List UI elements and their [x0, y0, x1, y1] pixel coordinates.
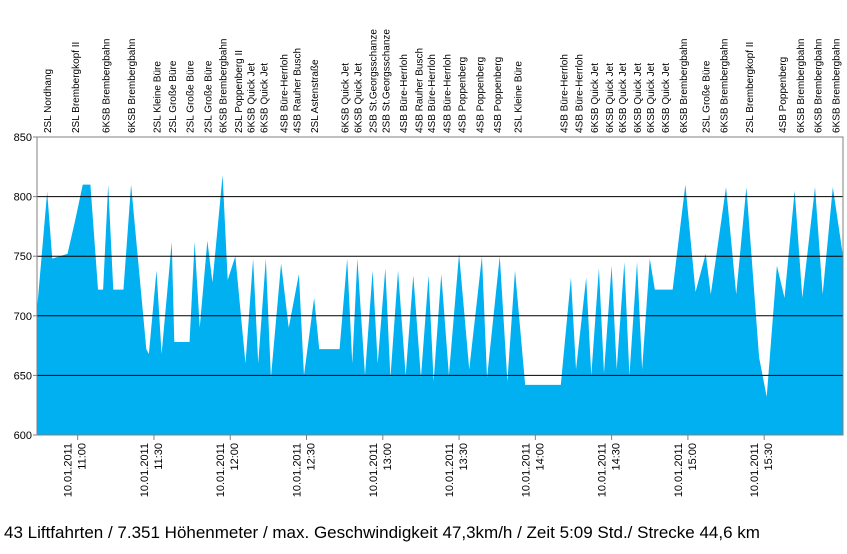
x-tick-label: 11:00: [77, 443, 89, 470]
x-tick-label: 10.01.2011: [673, 443, 685, 497]
lift-label: 4SB Büre-Herrloh: [442, 54, 453, 133]
lift-label: 6KSB Brembergbahn: [814, 38, 825, 133]
caption: 43 Liftfahrten / 7.351 Höhenmeter / max.…: [4, 523, 760, 542]
x-tick-label: 12:30: [306, 443, 318, 471]
lift-label: 2SL Große Büre: [168, 60, 179, 133]
lift-label: 6KSB Quick Jet: [646, 63, 657, 133]
lift-label: 2SL Astenstraße: [310, 59, 321, 133]
x-tick-label: 10.01.2011: [444, 443, 456, 497]
lift-label: 6KSB Brembergbahn: [127, 38, 138, 133]
y-tick-label: 700: [14, 311, 32, 323]
x-tick-label: 15:30: [763, 443, 775, 471]
x-tick-label: 10.01.2011: [292, 443, 304, 497]
y-tick-label: 750: [14, 251, 32, 263]
lift-label: 4SB Büre-Herrloh: [399, 54, 410, 133]
lift-label: 2SL Brembergkopf II: [71, 42, 82, 133]
lift-label: 4SB Büre-Herrloh: [427, 54, 438, 133]
x-tick-label: 14:00: [534, 443, 546, 471]
lift-label: 2SL Kleine Büre: [514, 61, 525, 133]
y-tick-label: 850: [14, 132, 32, 144]
lift-label: 2SB St.Georgsschanze: [369, 29, 380, 133]
lift-label: 6KSB Quick Jet: [353, 63, 364, 133]
lift-label: 4SB Büre-Herrloh: [575, 54, 586, 133]
lift-label: 6KSB Quick Jet: [661, 63, 672, 133]
lift-label: 6KSB Quick Jet: [341, 63, 352, 133]
lift-label: 6KSB Quick Jet: [605, 63, 616, 133]
lift-label: 2SL Große Büre: [186, 60, 197, 133]
area: [37, 175, 843, 436]
lift-label: 6KSB Brembergbahn: [219, 38, 230, 133]
x-tick-label: 15:00: [687, 443, 699, 471]
x-tick-label: 10.01.2011: [520, 443, 532, 497]
lift-label: 4SB Rauher Busch: [414, 48, 425, 133]
lift-label: 6KSB Brembergbahn: [679, 38, 690, 133]
lift-label: 4SB Poppenberg: [778, 57, 789, 133]
y-tick-label: 800: [14, 192, 32, 204]
lift-label: 4SB Büre-Herrloh: [280, 54, 291, 133]
x-tick-label: 13:30: [458, 443, 470, 471]
lift-label: 2SL Große Büre: [702, 60, 713, 133]
y-tick-label: 650: [14, 370, 32, 382]
lift-label: 6KSB Quick Jet: [618, 63, 629, 133]
lift-label: 2SB St.Georgsschanze: [381, 29, 392, 133]
lift-label: 2SL Große Büre: [203, 60, 214, 133]
lift-label: 4SB Büre-Herrloh: [559, 54, 570, 133]
y-tick-label: 600: [14, 430, 32, 442]
lift-label: 6KSB Quick Jet: [633, 63, 644, 133]
lift-label: 6KSB Brembergbahn: [831, 38, 842, 133]
x-tick-label: 10.01.2011: [368, 443, 380, 497]
lift-label: 6KSB Brembergbahn: [719, 38, 730, 133]
x-tick-label: 10.01.2011: [215, 443, 227, 497]
x-tick-label: 10.01.2011: [597, 443, 609, 497]
lift-label: 4SB Poppenberg: [475, 57, 486, 133]
lift-label: 6KSB Quick Jet: [590, 63, 601, 133]
x-tick-label: 11:30: [153, 443, 165, 470]
x-tick-label: 12:00: [229, 443, 241, 471]
lift-label: 2SL Kleine Büre: [153, 61, 164, 133]
lift-label: 2SL Brembergkopf II: [745, 42, 756, 133]
lift-label: 4SB Poppenberg: [458, 57, 469, 133]
lift-label: 4SB Poppenberg: [493, 57, 504, 133]
lift-label: 6KSB Brembergbahn: [796, 38, 807, 133]
plot-frame: [36, 136, 844, 436]
x-tick-label: 10.01.2011: [749, 443, 761, 497]
lift-label: 2SL Poppenberg II: [234, 50, 245, 133]
lift-label: 6KSB Quick Jet: [259, 63, 270, 133]
x-tick-label: 14:30: [611, 443, 623, 471]
x-tick-label: 10.01.2011: [63, 443, 75, 497]
x-tick-label: 10.01.2011: [139, 443, 151, 497]
x-tick-label: 13:00: [382, 443, 394, 471]
lift-label: 6KSB Brembergbahn: [102, 38, 113, 133]
lift-label: 4SB Rauher Busch: [292, 48, 303, 133]
lift-label: 2SL Nordhang: [43, 69, 54, 133]
lift-label: 6KSB Quick Jet: [247, 63, 258, 133]
